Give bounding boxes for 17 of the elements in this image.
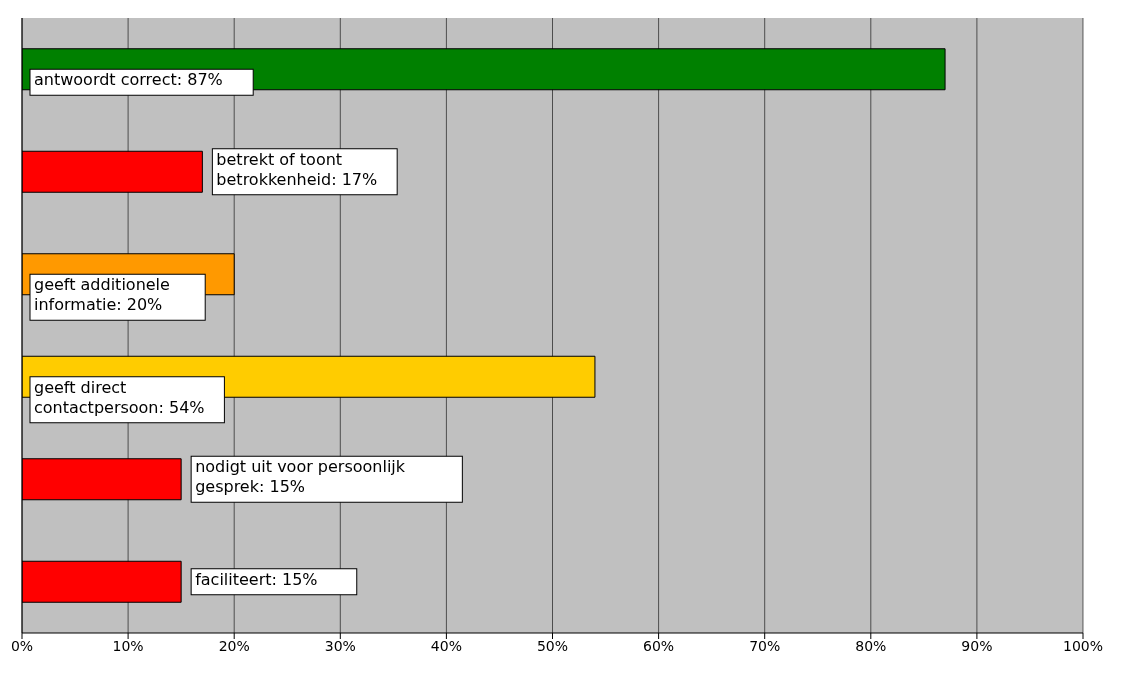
x-tick-label: 20% xyxy=(218,637,250,654)
data-label: geeft direct contactpersoon: 54% xyxy=(34,377,205,417)
x-tick-label: 90% xyxy=(961,637,993,654)
data-label: betrekt of toont betrokkenheid: 17% xyxy=(216,149,378,189)
data-label: faciliteert: 15% xyxy=(195,569,318,589)
x-tick-label: 30% xyxy=(324,637,356,654)
data-label: geeft additionele informatie: 20% xyxy=(34,275,170,315)
data-label: nodigt uit voor persoonlijk gesprek: 15% xyxy=(195,457,406,497)
x-tick-label: 0% xyxy=(10,637,34,654)
x-tick-label: 80% xyxy=(855,637,887,654)
x-tick-label: 70% xyxy=(749,637,781,654)
x-tick-label: 60% xyxy=(643,637,675,654)
x-tick-label: 40% xyxy=(430,637,462,654)
x-tick-label: 100% xyxy=(1062,637,1104,654)
x-tick-label: 10% xyxy=(112,637,144,654)
x-tick-label: 50% xyxy=(536,637,569,654)
data-label: antwoordt correct: 87% xyxy=(34,70,223,90)
